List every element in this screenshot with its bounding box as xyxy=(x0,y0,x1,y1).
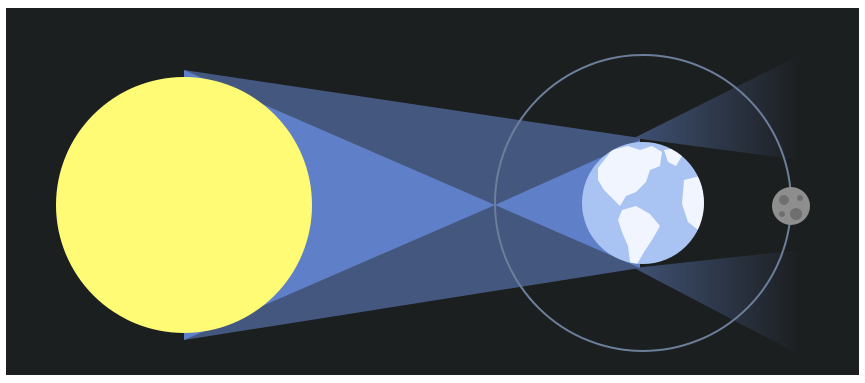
penumbra-upper xyxy=(634,55,800,160)
sun-icon xyxy=(56,77,312,333)
penumbra-lower xyxy=(634,250,800,355)
moon-icon xyxy=(772,187,810,225)
